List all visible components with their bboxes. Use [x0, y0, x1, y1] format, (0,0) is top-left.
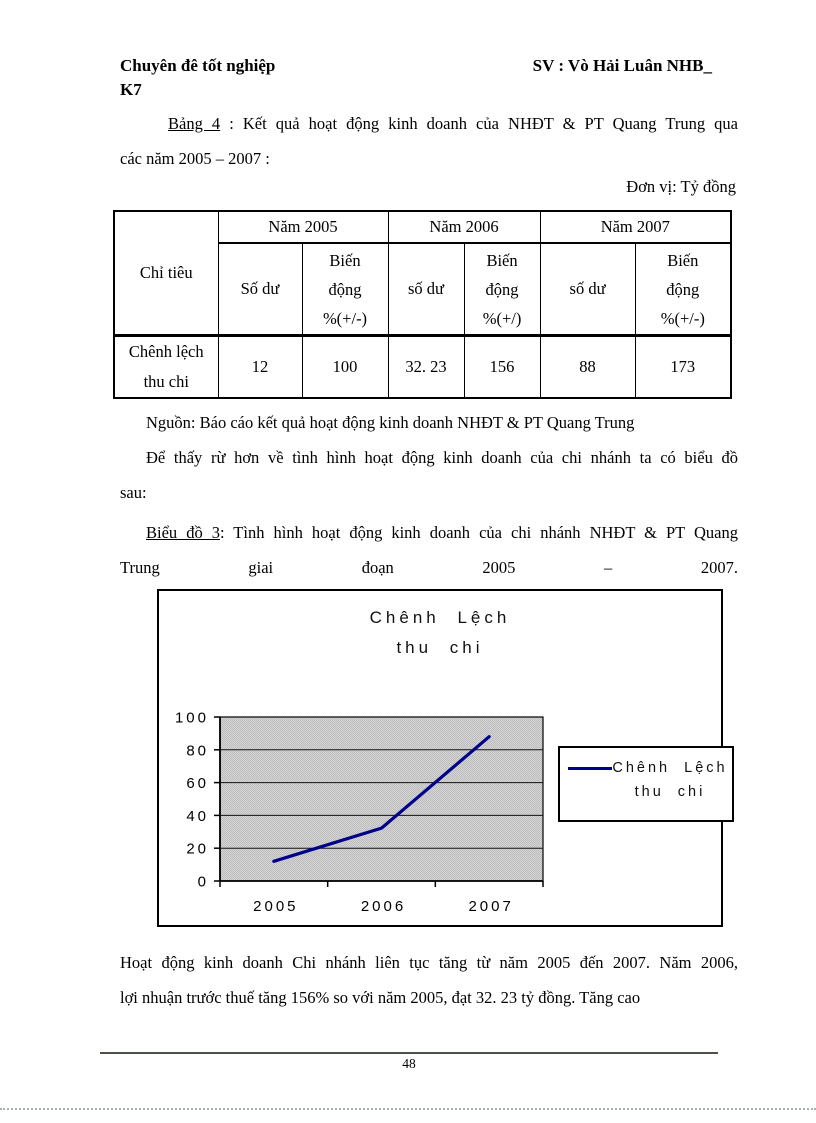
legend-label-line1: Chênh Lệch: [612, 760, 728, 776]
cell-2005-balance: 12: [217, 334, 303, 399]
page-content: Chuyên đê tốt nghiệp SV : Vò Hải Luân NH…: [113, 54, 738, 1015]
closing-para-line2: lợi nhuận trước thuế tăng 156% so với nă…: [120, 988, 641, 1007]
legend-label: Chênh Lệch thu chi: [612, 756, 728, 804]
page-header: Chuyên đê tốt nghiệp SV : Vò Hải Luân NH…: [120, 54, 738, 102]
unit-note: Đơn vị: Tỷ đồng: [626, 177, 736, 196]
change-line: %(+/-): [322, 308, 368, 328]
chart-caption-text: : Tình hình hoạt động kinh doanh của chi…: [219, 523, 738, 542]
header-class: K7: [120, 80, 142, 99]
change-line: động: [328, 279, 362, 299]
chart-caption-line1: Biểu đồ 3: Tình hình hoạt động kinh doan…: [120, 515, 738, 550]
svg-text:0: 0: [198, 874, 209, 891]
svg-text:60: 60: [186, 775, 209, 792]
chart-caption-line2: Trung giai đoạn 2005 – 2007.: [120, 550, 738, 585]
table-row: Chênh lệch thu chi 12 100 32. 23 156 88 …: [113, 334, 732, 399]
change-line: %(+/-): [660, 308, 705, 328]
subheader-change-2007: Biến động %(+/-): [634, 242, 732, 336]
chart-title-line1: Chênh Lệch: [369, 608, 511, 627]
table-year-2006: Năm 2006: [387, 210, 541, 244]
chart-caption-label: Biểu đồ 3: [146, 523, 220, 542]
chart-leadin-line1: Để thấy rừ hơn về tình hình hoạt động ki…: [146, 448, 738, 467]
table-caption: Bảng 4 : Kết quả hoạt động kinh doanh củ…: [120, 106, 738, 176]
table-caption-line2: các năm 2005 – 2007 :: [120, 149, 270, 168]
table-caption-text: : Kết quả hoạt động kinh doanh của NHĐT …: [220, 114, 738, 133]
caption-word: 2005: [482, 558, 516, 577]
svg-text:2005: 2005: [253, 898, 298, 915]
chart-leadin-line2: sau:: [120, 483, 147, 502]
svg-text:80: 80: [186, 742, 209, 759]
caption-word: giai: [248, 558, 274, 577]
table-caption-label: Bảng 4: [168, 114, 221, 133]
svg-text:40: 40: [186, 808, 209, 825]
table-subheader-row: Số dư Biến động %(+/-) số dư Biến động %…: [114, 242, 732, 336]
page-number: 48: [402, 1056, 416, 1071]
row-label: Chênh lệch thu chi: [113, 334, 219, 399]
change-line: Biến: [486, 250, 518, 270]
table-year-2007: Năm 2007: [539, 210, 732, 244]
header-row: Chuyên đê tốt nghiệp SV : Vò Hải Luân NH…: [120, 54, 738, 78]
cell-2007-change: 173: [634, 334, 732, 399]
table-year-2005: Năm 2005: [217, 210, 389, 244]
legend-label-line2: thu chi: [634, 784, 706, 800]
cell-2006-balance: 32. 23: [387, 334, 465, 399]
caption-word: 2007.: [700, 558, 738, 577]
footer-rule: 48: [100, 1052, 718, 1072]
change-line: động: [485, 279, 519, 299]
change-line: %(+/): [482, 308, 522, 328]
subheader-balance-2006: số dư: [387, 242, 465, 336]
source-note: Nguồn: Báo cáo kết quả hoạt động kinh do…: [146, 413, 635, 432]
row-label-line: thu chi: [143, 372, 189, 391]
caption-word: –: [604, 558, 613, 577]
closing-para: Hoạt động kinh doanh Chi nhánh liên tục …: [120, 945, 738, 1015]
cell-2007-balance: 88: [539, 334, 636, 399]
chart-title-line2: thu chi: [396, 638, 484, 657]
table-caption-line1: Bảng 4 : Kết quả hoạt động kinh doanh củ…: [120, 106, 738, 141]
cell-2006-change: 156: [463, 334, 541, 399]
subheader-change-2005: Biến động %(+/-): [301, 242, 389, 336]
chart-title: Chênh Lệch thu chi: [159, 603, 721, 663]
bottom-dotted-line: [0, 1108, 816, 1110]
svg-text:20: 20: [186, 841, 209, 858]
chart-svg: 0 20 40 60 80 100 2005 2006 2007: [175, 710, 544, 915]
chart-leadin-para: Để thấy rừ hơn về tình hình hoạt động ki…: [120, 440, 738, 510]
line-chart: Chênh Lệch thu chi 0 20 40 60 80 100 2005 2006 2…: [157, 589, 734, 927]
svg-text:2007: 2007: [468, 898, 513, 915]
subheader-balance-2007: số dư: [539, 242, 636, 336]
chart-legend: Chênh Lệch thu chi: [558, 746, 734, 822]
svg-text:100: 100: [175, 710, 209, 727]
change-line: Biến: [329, 250, 361, 270]
subheader-change-2006: Biến động %(+/): [463, 242, 541, 336]
svg-text:2006: 2006: [361, 898, 406, 915]
chart-caption: Biểu đồ 3: Tình hình hoạt động kinh doan…: [120, 515, 738, 585]
row-label-line: Chênh lệch: [128, 342, 204, 361]
legend-line-sample: [568, 767, 612, 770]
header-student: SV : Vò Hải Luân NHB_: [532, 56, 712, 75]
cell-2005-change: 100: [301, 334, 389, 399]
caption-word: Trung: [120, 558, 160, 577]
closing-para-line1: Hoạt động kinh doanh Chi nhánh liên tục …: [120, 953, 738, 972]
header-title: Chuyên đê tốt nghiệp: [120, 56, 276, 75]
subheader-balance-2005: Số dư: [217, 242, 303, 336]
table-year-row: Chỉ tiêu Năm 2005 Năm 2006 Năm 2007: [113, 210, 732, 337]
result-table: Chỉ tiêu Năm 2005 Năm 2006 Năm 2007 Số d…: [113, 210, 733, 399]
change-line: động: [666, 279, 700, 299]
caption-word: đoạn: [361, 558, 394, 577]
table-corner-header: Chỉ tiêu: [113, 210, 219, 337]
change-line: Biến: [667, 250, 699, 270]
